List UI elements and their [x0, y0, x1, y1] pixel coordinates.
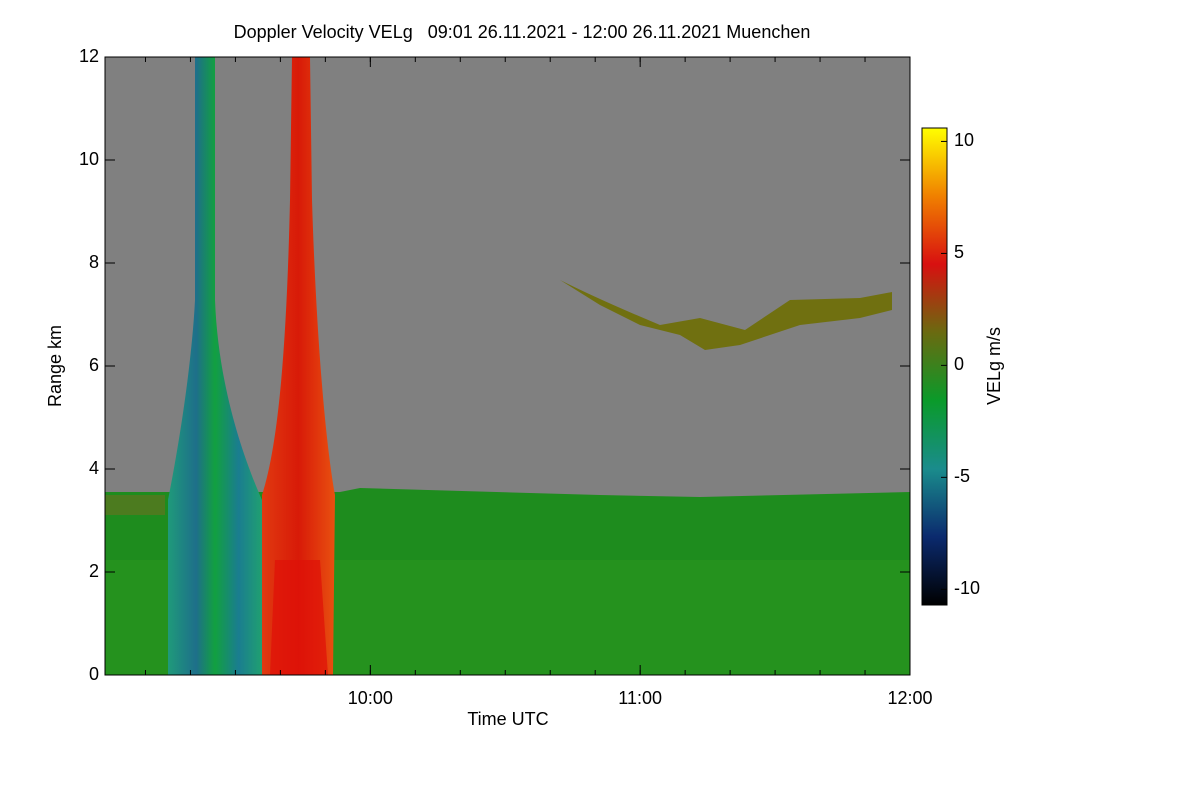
- x-tick-label: 11:00: [618, 688, 662, 708]
- colorbar-tick-label: 0: [954, 354, 964, 374]
- colorbar-tick-label: -5: [954, 466, 970, 486]
- field: [105, 57, 910, 675]
- y-axis-label: Range km: [45, 325, 65, 407]
- y-tick-label: 8: [89, 252, 99, 272]
- y-tick-label: 10: [79, 149, 99, 169]
- x-tick-label: 10:00: [348, 688, 393, 708]
- y-tick-label: 12: [79, 46, 99, 66]
- x-axis-label: Time UTC: [467, 709, 548, 729]
- y-tick-label: 2: [89, 561, 99, 581]
- colorbar-label: VELg m/s: [984, 327, 1004, 405]
- x-tick-label: 12:00: [887, 688, 932, 708]
- y-tick-label: 0: [89, 664, 99, 684]
- colorbar: [921, 127, 948, 606]
- colorbar-tick-label: 5: [954, 242, 964, 262]
- y-tick-label: 6: [89, 355, 99, 375]
- colorbar-tick-label: 10: [954, 130, 974, 150]
- chart-title: Doppler Velocity VELg 09:01 26.11.2021 -…: [234, 22, 811, 42]
- y-tick-label: 4: [89, 458, 99, 478]
- colorbar-tick-label: -10: [954, 578, 980, 598]
